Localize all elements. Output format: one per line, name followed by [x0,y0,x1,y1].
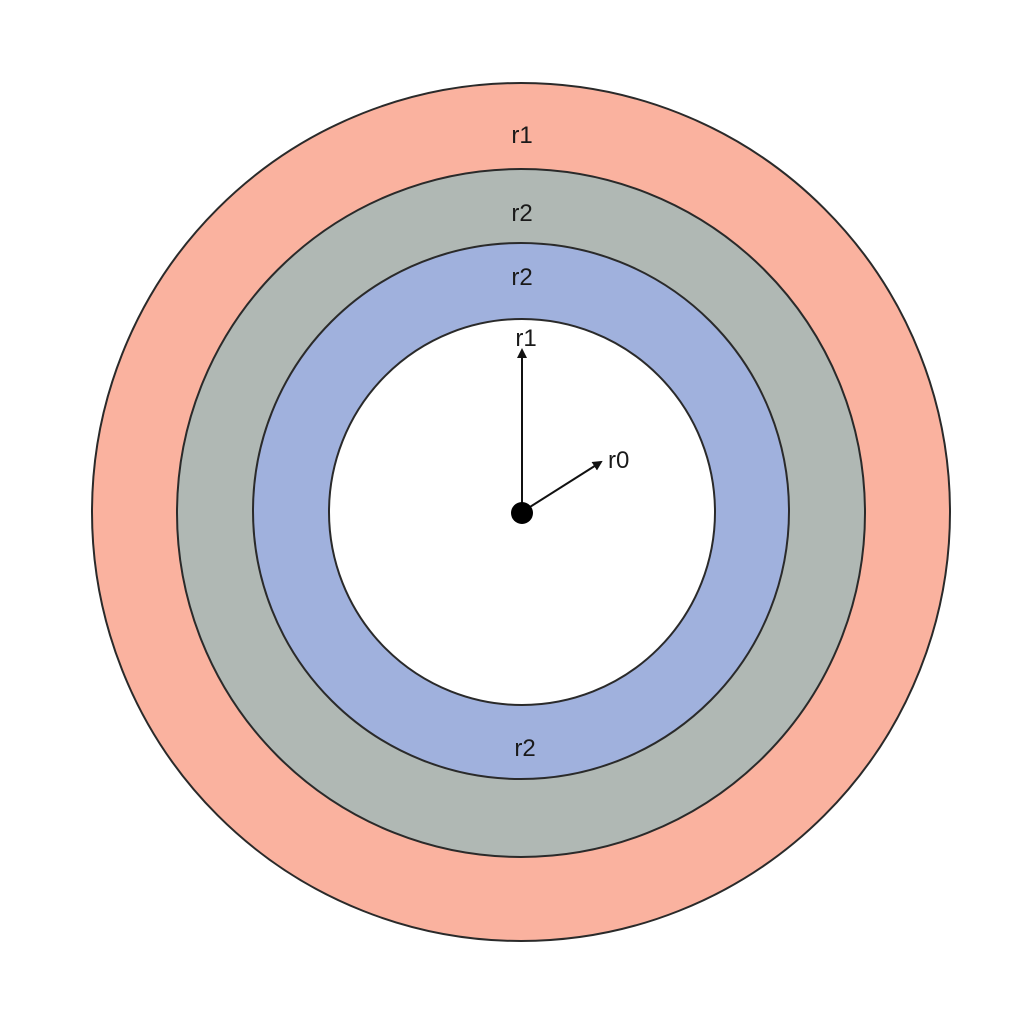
outer-ring-label: r1 [511,122,532,149]
diagonal-arrow [521,460,603,513]
middle-ring-label: r2 [511,200,532,227]
inner-ring-label-top: r2 [511,264,532,291]
vertical-arrow-label: r1 [515,325,536,352]
diagonal-arrow-label: r0 [608,447,629,474]
inner-ring-label-bottom: r2 [514,735,535,762]
center-point [511,502,533,524]
